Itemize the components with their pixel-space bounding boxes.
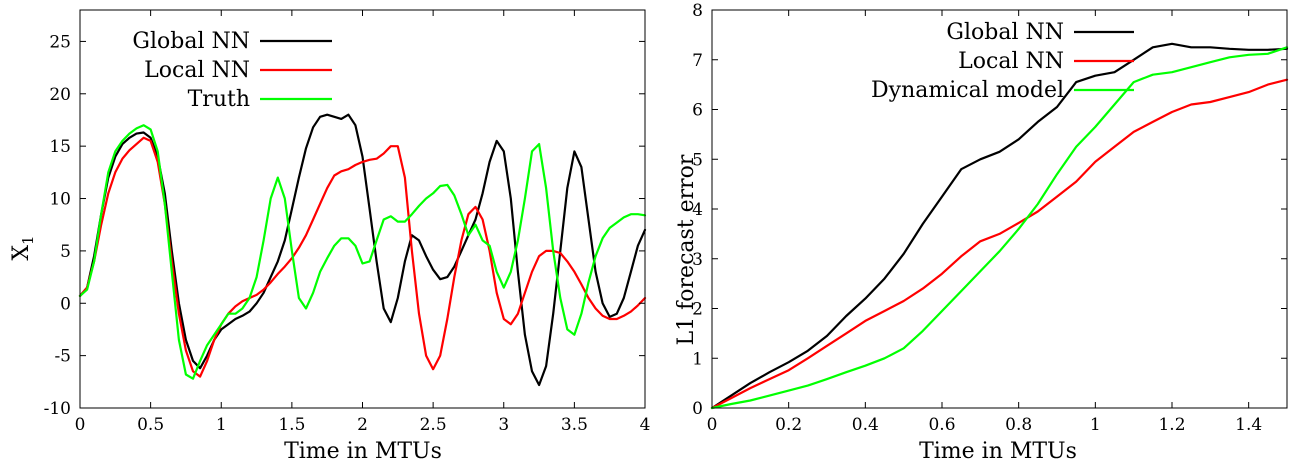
left-y-tick-label: 5: [60, 242, 71, 262]
right-x-tick-label: 0.4: [852, 415, 879, 435]
left-x-axis-label: Time in MTUs: [284, 439, 442, 464]
right-x-tick-label: 0.6: [928, 415, 955, 435]
right-y-tick-label: 6: [692, 101, 703, 121]
right-y-tick-label: 2: [692, 300, 703, 320]
right-x-tick-label: 1.2: [1158, 415, 1185, 435]
left-y-tick-label: 25: [49, 32, 71, 52]
left-y-tick-label: -5: [54, 347, 71, 367]
right-chart: L1 forecast error Time in MTUs 0 0.2 0.4 0.…: [674, 1, 1289, 464]
right-legend-label: Local NN: [958, 49, 1064, 74]
left-chart: X1 Time in MTUs 0 0.5 1 1.5 2 2.5 3 3.5 4 -10 -5 0 5…: [9, 9, 651, 464]
right-y-tick-label: 5: [692, 150, 703, 170]
left-y-tick-label: 10: [49, 190, 71, 210]
right-y-tick-label: 4: [692, 200, 703, 220]
left-y-axis-label-subscript: 1: [19, 235, 37, 245]
left-y-tick-label: 15: [49, 137, 71, 157]
left-series-line-global-nn: [78, 113, 647, 387]
left-series-line-truth: [78, 124, 647, 380]
right-legend-label: Dynamical model: [871, 78, 1064, 103]
right-y-tick-label: 3: [692, 250, 703, 270]
left-x-tick-label: 4: [640, 415, 651, 435]
right-series-line-dynamical-model: [710, 46, 1289, 410]
left-x-tick-label: 3: [498, 415, 509, 435]
left-x-tick-label: 1.5: [278, 415, 305, 435]
right-x-tick-label: 0.8: [1005, 415, 1032, 435]
left-x-tick-label: 1: [216, 415, 227, 435]
left-legend-label: Truth: [188, 87, 250, 112]
right-y-tick-label: 0: [692, 399, 703, 419]
left-x-tick-label: 2.5: [420, 415, 447, 435]
right-y-tick-label: 8: [692, 1, 703, 21]
right-legend-label: Global NN: [946, 20, 1064, 45]
right-x-tick-label: 0: [707, 415, 718, 435]
left-legend-label: Global NN: [132, 29, 250, 54]
left-y-tick-label: 0: [60, 294, 71, 314]
left-series-line-local-nn: [78, 136, 647, 378]
right-x-tick-label: 1: [1090, 415, 1101, 435]
right-series-group: [710, 42, 1289, 410]
right-legend: Global NN Local NN Dynamical model: [871, 20, 1134, 103]
right-x-tick-label: 0.2: [775, 415, 802, 435]
right-y-axis-label: L1 forecast error: [674, 154, 699, 345]
left-x-tick-label: 0.5: [137, 415, 164, 435]
left-x-tick-label: 0: [75, 415, 86, 435]
left-legend-label: Local NN: [144, 58, 250, 83]
left-legend: Global NN Local NN Truth: [132, 29, 332, 112]
right-x-tick-label: 1.4: [1235, 415, 1262, 435]
right-x-axis-label: Time in MTUs: [919, 439, 1077, 464]
left-y-axis-label: X1: [9, 235, 37, 260]
right-y-tick-label: 1: [692, 349, 703, 369]
left-y-tick-label: -10: [44, 399, 71, 419]
right-series-line-local-nn: [710, 78, 1289, 410]
left-series-group: [78, 113, 647, 387]
left-x-tick-label: 2: [357, 415, 368, 435]
left-x-tick-label: 3.5: [561, 415, 588, 435]
right-series-line-global-nn: [710, 42, 1289, 410]
left-y-tick-label: 20: [49, 85, 71, 105]
right-y-tick-label: 7: [692, 51, 703, 71]
